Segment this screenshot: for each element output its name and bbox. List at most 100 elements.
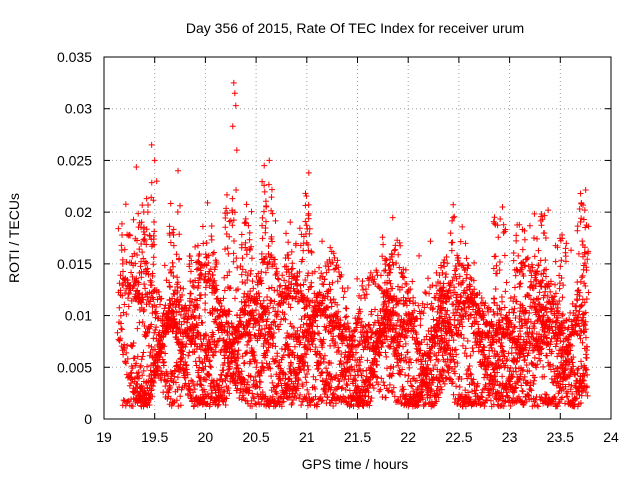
data-point bbox=[343, 380, 350, 387]
data-point bbox=[393, 353, 400, 360]
data-point bbox=[145, 201, 152, 208]
data-point bbox=[341, 395, 348, 402]
data-point bbox=[465, 389, 472, 396]
data-point bbox=[230, 250, 237, 257]
data-point bbox=[384, 365, 391, 372]
data-point bbox=[324, 394, 331, 401]
data-point bbox=[320, 356, 327, 363]
data-point bbox=[256, 372, 263, 379]
data-point bbox=[461, 350, 468, 357]
data-point bbox=[139, 372, 146, 379]
data-point bbox=[395, 342, 402, 349]
data-point bbox=[316, 264, 323, 271]
data-point bbox=[226, 218, 233, 225]
data-point bbox=[408, 359, 415, 366]
data-point bbox=[193, 266, 200, 273]
data-point bbox=[303, 371, 310, 378]
data-point bbox=[176, 347, 183, 354]
data-point bbox=[185, 380, 192, 387]
data-point bbox=[260, 297, 267, 304]
data-point bbox=[548, 348, 555, 355]
data-point bbox=[425, 327, 432, 334]
data-point bbox=[137, 362, 144, 369]
data-point bbox=[579, 339, 586, 346]
data-point bbox=[318, 398, 325, 405]
data-point bbox=[433, 269, 440, 276]
data-point bbox=[509, 328, 516, 335]
data-point bbox=[226, 390, 233, 397]
data-point bbox=[424, 301, 431, 308]
data-point bbox=[319, 238, 326, 245]
data-point bbox=[554, 403, 561, 410]
data-point bbox=[362, 323, 369, 330]
data-point bbox=[301, 344, 308, 351]
data-point bbox=[372, 373, 379, 380]
data-point bbox=[477, 402, 484, 409]
data-point bbox=[202, 393, 209, 400]
data-point bbox=[417, 392, 424, 399]
data-point bbox=[248, 345, 255, 352]
data-point bbox=[303, 320, 310, 327]
data-point bbox=[298, 316, 305, 323]
data-point bbox=[293, 330, 300, 337]
data-point bbox=[426, 290, 433, 297]
data-point bbox=[368, 334, 375, 341]
data-point bbox=[223, 191, 230, 198]
data-point bbox=[191, 306, 198, 313]
data-point bbox=[389, 389, 396, 396]
data-point bbox=[282, 371, 289, 378]
data-point bbox=[148, 179, 155, 186]
data-point bbox=[233, 186, 240, 193]
data-point bbox=[390, 384, 397, 391]
data-point bbox=[427, 238, 434, 245]
data-point bbox=[285, 239, 292, 246]
data-point bbox=[307, 397, 314, 404]
data-point bbox=[281, 277, 288, 284]
data-point bbox=[257, 333, 264, 340]
data-point bbox=[382, 267, 389, 274]
data-point bbox=[351, 366, 358, 373]
data-point bbox=[454, 331, 461, 338]
data-point bbox=[149, 383, 156, 390]
data-point bbox=[511, 284, 518, 291]
data-point bbox=[256, 372, 263, 379]
data-point bbox=[508, 344, 515, 351]
data-point bbox=[202, 251, 209, 258]
data-point bbox=[471, 259, 478, 266]
data-point bbox=[251, 332, 258, 339]
data-point bbox=[265, 181, 272, 188]
data-point bbox=[231, 295, 238, 302]
data-point bbox=[471, 314, 478, 321]
data-point bbox=[353, 320, 360, 327]
data-point bbox=[495, 234, 502, 241]
data-point bbox=[227, 217, 234, 224]
data-point bbox=[482, 381, 489, 388]
data-point bbox=[383, 353, 390, 360]
data-point bbox=[270, 403, 277, 410]
data-point bbox=[417, 322, 424, 329]
data-point bbox=[147, 281, 154, 288]
data-point bbox=[427, 357, 434, 364]
data-point bbox=[275, 276, 282, 283]
data-point bbox=[179, 365, 186, 372]
data-point bbox=[263, 347, 270, 354]
data-point bbox=[141, 322, 148, 329]
data-point bbox=[269, 335, 276, 342]
data-point bbox=[252, 400, 259, 407]
data-point bbox=[321, 385, 328, 392]
data-point bbox=[388, 250, 395, 257]
data-point bbox=[205, 349, 212, 356]
data-point bbox=[445, 369, 452, 376]
data-point bbox=[266, 309, 273, 316]
data-point bbox=[496, 266, 503, 273]
data-point bbox=[425, 275, 432, 282]
data-point bbox=[248, 255, 255, 262]
data-point bbox=[332, 339, 339, 346]
data-point bbox=[343, 313, 350, 320]
data-point bbox=[431, 339, 438, 346]
data-point bbox=[134, 251, 141, 258]
data-point bbox=[450, 201, 457, 208]
data-point bbox=[266, 360, 273, 367]
data-point bbox=[335, 344, 342, 351]
data-point bbox=[270, 329, 277, 336]
